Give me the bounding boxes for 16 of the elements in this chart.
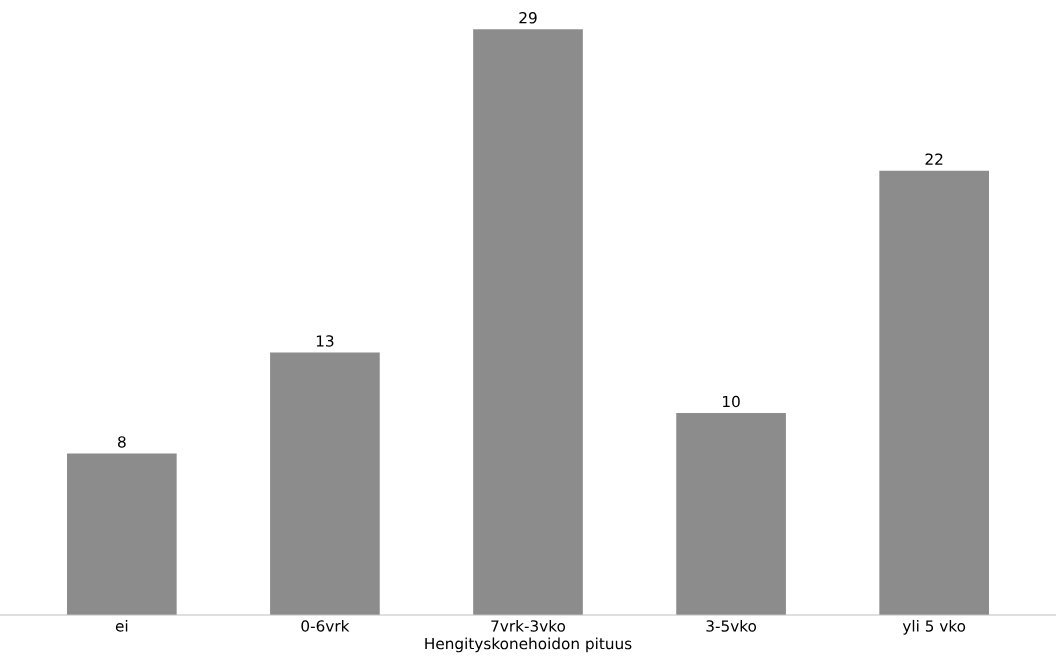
bar (879, 170, 989, 616)
data-label: 13 (316, 335, 334, 347)
x-tick-label: 7vrk-3vko (491, 619, 566, 632)
x-tick-label: ei (115, 619, 128, 632)
x-tick-label: 3-5vko (706, 619, 757, 632)
data-label: 29 (519, 11, 537, 24)
x-axis-title: Hengityskonehoidon pituus (425, 637, 632, 653)
x-tick-label: 0-6vrk (301, 619, 350, 632)
x-tick-label: yli 5 vko (902, 619, 966, 635)
data-label: 10 (723, 395, 740, 408)
bar (473, 29, 583, 616)
data-label: 8 (118, 436, 126, 448)
bar (270, 352, 380, 616)
bar (676, 413, 786, 616)
bar (67, 453, 177, 616)
data-label: 22 (925, 153, 943, 165)
